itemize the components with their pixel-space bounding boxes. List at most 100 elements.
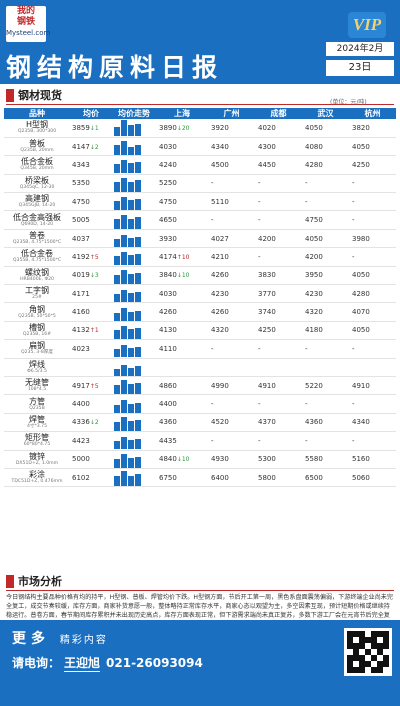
avg-price-value: 4147 (72, 142, 90, 151)
product-name: 方管 (29, 396, 45, 406)
cell-shanghai: 4650 (156, 210, 208, 230)
cell-wuhan: 4180 (302, 321, 349, 341)
table-row: 高建钢 Q345GJB, 14-20 4750 4750 5110- - - (4, 192, 396, 212)
cell-hangzhou: - (349, 339, 396, 359)
cell-product: 角钢 Q235B, 50*50*5 (4, 302, 70, 322)
cell-chengdu: - (255, 247, 302, 267)
qr-code-icon[interactable] (344, 628, 392, 676)
qr-module (347, 661, 353, 667)
cell-hangzhou: 5160 (349, 450, 396, 469)
trend-bar (128, 293, 134, 302)
product-name: H型钢 (25, 120, 48, 130)
cell-avg-price: 5000 (70, 450, 112, 469)
trend-bar (114, 404, 120, 413)
cell-hangzhou: 4250 (349, 155, 396, 175)
cell-hangzhou: - (349, 174, 396, 194)
cell-avg-price: 5350 (70, 174, 112, 194)
trend-bar (114, 256, 120, 266)
trend-bar (128, 181, 134, 192)
cell-chengdu: 4370 (255, 413, 302, 433)
trend-bar (128, 328, 134, 339)
cell-product: 无缝管 108*4.5 (4, 376, 70, 396)
shanghai-change: ↓20 (176, 124, 190, 132)
logo-line-1: 我的 (16, 6, 35, 16)
cell-chengdu: - (255, 210, 302, 230)
cell-trend (112, 431, 156, 451)
cell-guangzhou: - (208, 174, 255, 194)
avg-price-change: ↓1 (89, 124, 99, 132)
trend-bar (114, 201, 120, 210)
table-row: 镀锌 DX51D+Z, 1.0mm 5000 4840↓10 4930 5300 5580 5… (4, 450, 396, 469)
product-spec: Q690D, 14-20 (20, 221, 54, 227)
cell-guangzhou (208, 358, 255, 377)
cell-wuhan: - (302, 431, 349, 451)
cell-product: 低合金板 Q345B, 20mm (4, 155, 70, 175)
trend-bar (114, 294, 120, 302)
trend-bar (114, 164, 120, 174)
cell-product: 扁钢 Q235, 3-8厚度 (4, 339, 70, 359)
avg-price-value: 4400 (72, 400, 90, 409)
cell-guangzhou: 4027 (208, 229, 255, 249)
cell-trend (112, 174, 156, 194)
contact-line: 请电询： 王迎旭 021-26093094 (12, 654, 203, 672)
qr-module (383, 661, 389, 667)
trend-bar (121, 290, 127, 302)
cell-chengdu: 4450 (255, 155, 302, 175)
col-header-hangzhou: 杭州 (349, 108, 396, 119)
vip-badge: VIP (348, 12, 386, 38)
trend-chart (112, 230, 156, 247)
trend-chart (112, 285, 156, 302)
cell-trend (112, 394, 156, 414)
trend-bar (128, 125, 134, 137)
avg-price-value: 4160 (72, 308, 90, 317)
trend-bar (135, 310, 141, 321)
logo-line-2: 钢铁 (16, 17, 35, 27)
qr-module (365, 649, 371, 655)
qr-module (377, 667, 383, 673)
cell-avg-price: 4037 (70, 229, 112, 249)
trend-bar (114, 312, 120, 321)
cell-shanghai: 4750 (156, 192, 208, 212)
trend-bar (114, 239, 120, 247)
table-row: 工字钢 25# 4171 4030 4230 3770 4230 4280 (4, 284, 396, 304)
trend-bar (114, 218, 120, 229)
contact-phone[interactable]: 021-26093094 (106, 656, 203, 670)
cell-wuhan: 3950 (302, 266, 349, 286)
section-divider (6, 104, 394, 105)
trend-bar (128, 163, 134, 174)
cell-shanghai: 4110 (156, 339, 208, 359)
cell-guangzhou: 4260 (208, 302, 255, 322)
shanghai-price: 3840 (159, 271, 177, 280)
cell-wuhan: 4360 (302, 413, 349, 433)
qr-module (377, 631, 383, 637)
shanghai-price: 6750 (159, 473, 177, 482)
cell-avg-price: 4400 (70, 394, 112, 414)
cell-trend (112, 450, 156, 469)
product-name: 无缝管 (25, 378, 49, 388)
qr-module (347, 637, 353, 643)
product-name: 焊管 (29, 414, 45, 424)
contact-name[interactable]: 王迎旭 (64, 656, 101, 672)
section-marker-icon (6, 574, 14, 588)
trend-bar (114, 127, 120, 137)
cell-product: 低合金高强板 Q690D, 14-20 (4, 210, 70, 230)
avg-price-value: 5005 (72, 216, 90, 225)
cell-trend (112, 358, 156, 377)
cell-trend (112, 321, 156, 341)
shanghai-change: ↓10 (176, 272, 190, 280)
trend-bar (121, 177, 127, 192)
cell-chengdu: - (255, 174, 302, 194)
cell-chengdu: - (255, 394, 302, 414)
trend-chart (112, 138, 156, 155)
trend-bar (135, 124, 141, 137)
product-spec: Q345qC, 12-30 (19, 184, 55, 190)
qr-module (359, 667, 365, 673)
cell-wuhan: 6500 (302, 468, 349, 488)
trend-bar (128, 311, 134, 321)
cell-trend (112, 210, 156, 230)
more-content-link[interactable]: 更多 精彩内容 (12, 628, 108, 648)
shanghai-price: 3930 (159, 234, 177, 243)
cell-wuhan: - (302, 192, 349, 212)
trend-bar (135, 419, 141, 431)
table-row: 普板 Q235B, 20mm 4147↓2 4030 4340 4300 4080 4050 (4, 137, 396, 157)
